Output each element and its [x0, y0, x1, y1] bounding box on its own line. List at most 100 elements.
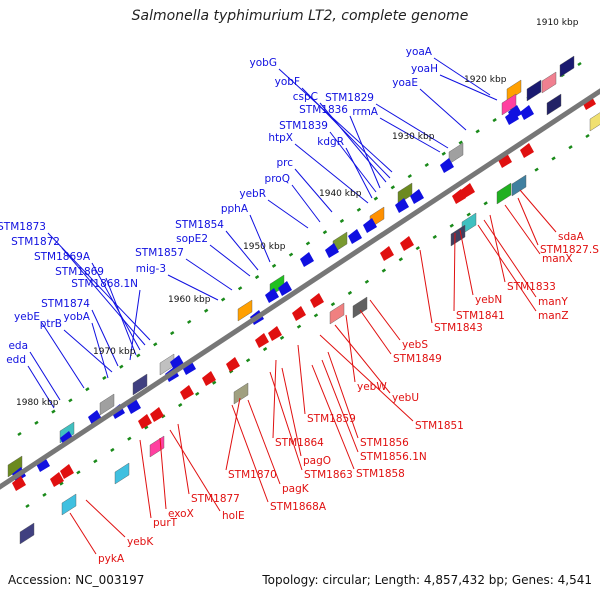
tick-mark — [220, 297, 226, 302]
tick-mark — [119, 364, 124, 369]
strand-arrow — [180, 385, 194, 400]
gene-label-reverse: STM1856 — [360, 437, 409, 449]
strand-arrow — [348, 229, 362, 244]
tick-mark — [492, 118, 497, 123]
leader-line — [91, 309, 119, 367]
gene-label-reverse: yebK — [127, 536, 154, 548]
gene-label-reverse: STM1868A — [270, 501, 327, 513]
leader-line — [375, 103, 449, 149]
gene-block — [448, 142, 464, 165]
topology-text: Topology: circular; Length: 4,857,432 bp… — [262, 573, 592, 587]
gene-label-reverse: yebN — [475, 294, 502, 306]
tick-mark — [449, 223, 454, 228]
gene-block — [526, 79, 542, 102]
accession-text: Accession: NC_003197 — [8, 573, 145, 587]
leader-line — [369, 299, 401, 341]
tick-mark — [25, 503, 30, 509]
gene-label-reverse: holE — [222, 510, 245, 522]
tick-mark — [228, 369, 234, 374]
tick-mark — [279, 335, 285, 340]
leader-line — [294, 143, 369, 204]
gene-label-reverse: exoX — [168, 508, 194, 520]
gene-label-forward: rrmA — [352, 106, 378, 118]
gene-label-forward: yoaH — [411, 63, 438, 75]
tick-mark — [330, 302, 336, 307]
strand-arrow — [461, 183, 475, 198]
tick-mark — [313, 313, 319, 318]
tick-mark — [76, 470, 81, 475]
strand-arrow — [498, 153, 512, 168]
leader-line — [269, 371, 303, 471]
gene-label-forward: STM1873 — [0, 221, 46, 233]
leader-line — [169, 429, 221, 512]
leader-line — [41, 322, 85, 389]
gene-label-forward: STM1829 — [325, 92, 374, 104]
tick-mark — [85, 387, 90, 392]
strand-arrow — [182, 360, 196, 375]
leader-line — [321, 359, 359, 453]
tick-mark — [42, 492, 47, 497]
tick-mark — [34, 420, 39, 425]
strand-arrow — [400, 236, 414, 251]
kbp-label: 1980 kbp — [16, 398, 59, 408]
leader-line — [105, 277, 137, 356]
gene-label-reverse: sdaA — [558, 231, 585, 243]
leader-line — [359, 309, 392, 355]
gene-label-reverse: pagO — [303, 455, 331, 467]
gene-block — [99, 393, 115, 416]
gene-label-forward: ptrB — [40, 318, 62, 330]
leader-line — [439, 74, 498, 101]
tick-mark — [288, 252, 294, 257]
leader-line — [319, 334, 414, 422]
leader-line — [91, 262, 141, 351]
tick-mark — [178, 403, 183, 408]
gene-label-reverse: manX — [542, 253, 573, 265]
kbp-label: 1930 kbp — [392, 132, 435, 142]
strand-arrow — [410, 189, 424, 204]
strand-arrow — [325, 243, 339, 258]
strand-arrow — [363, 218, 377, 233]
tick-mark — [339, 218, 345, 224]
tick-mark — [262, 346, 268, 352]
leader-line — [159, 437, 167, 510]
leader-line — [139, 439, 152, 519]
tick-mark — [144, 425, 149, 430]
leader-line — [433, 57, 491, 96]
leader-line — [29, 351, 61, 401]
gene-block — [149, 435, 165, 458]
strand-arrow — [255, 333, 269, 348]
strand-arrow — [138, 414, 152, 429]
leader-line — [349, 115, 381, 189]
gene-label-forward: prc — [276, 157, 293, 169]
tick-mark — [187, 319, 192, 324]
tick-mark — [245, 358, 251, 363]
leader-line — [297, 344, 306, 415]
gene-label-reverse: STM1859 — [307, 413, 356, 425]
tick-mark — [170, 331, 175, 336]
leader-line — [517, 197, 539, 246]
gene-label-forward: sopE2 — [176, 233, 208, 245]
gene-label-forward: STM1854 — [175, 219, 224, 231]
leader-line-layer — [27, 57, 557, 555]
strand-arrow — [265, 288, 279, 303]
strand-arrow — [12, 476, 26, 491]
leader-line — [61, 247, 146, 346]
gene-label-forward: STM1857 — [135, 247, 184, 259]
leader-line — [27, 365, 55, 409]
kbp-label: 1950 kbp — [243, 242, 286, 252]
tick-mark — [347, 290, 353, 296]
tick-mark — [17, 431, 22, 437]
leader-line — [319, 102, 387, 183]
gene-block — [132, 373, 148, 396]
gene-label-reverse: yebS — [402, 339, 428, 351]
leader-line — [177, 423, 190, 495]
gene-label-reverse: STM1833 — [507, 281, 556, 293]
gene-block — [496, 182, 512, 205]
leader-line — [225, 230, 259, 271]
strand-arrow — [278, 281, 292, 296]
gene-block — [546, 93, 562, 116]
gene-label-forward: yoaE — [392, 77, 418, 89]
gene-label-forward: yobF — [275, 76, 300, 88]
gene-block — [541, 71, 557, 94]
leader-line — [231, 404, 269, 503]
